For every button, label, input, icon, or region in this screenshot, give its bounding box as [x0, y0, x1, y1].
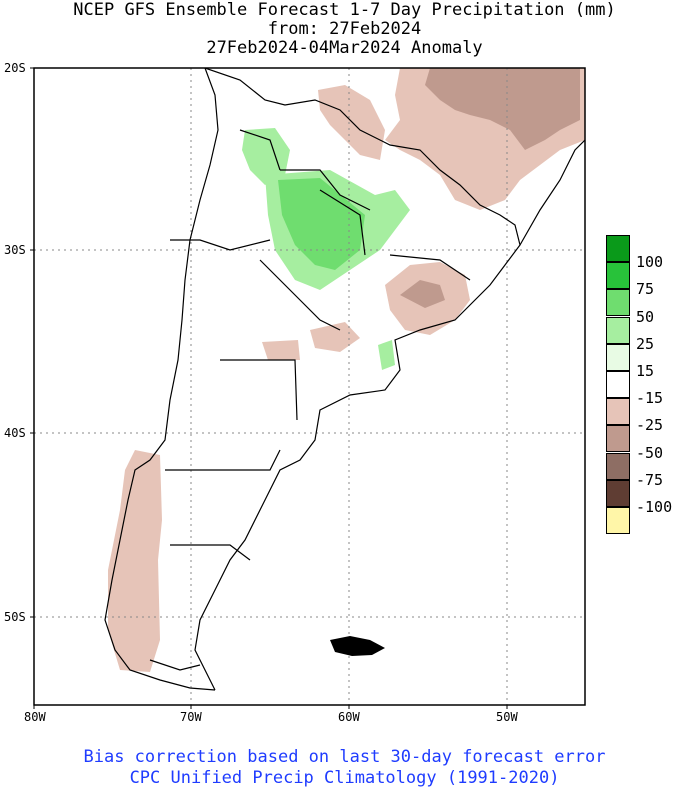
graticule: [34, 68, 585, 705]
legend-label: -25: [636, 416, 664, 435]
map-subtitle-period: 27Feb2024-04Mar2024 Anomaly: [206, 38, 483, 58]
wet-anomaly-rio-plata: [378, 340, 395, 370]
legend-label: -100: [636, 498, 673, 516]
legend-label: 50: [636, 307, 655, 326]
dry-anomaly-bolivia: [318, 85, 385, 160]
lat-label-40s: 40S: [4, 426, 26, 440]
coastlines-borders: [104, 68, 585, 691]
wet-anomaly-northwest: [242, 128, 290, 185]
legend-label: 75: [636, 280, 655, 299]
falkland-islands: [330, 636, 385, 656]
legend-label: 25: [636, 334, 655, 353]
legend-label: -75: [636, 470, 664, 489]
lon-label-70w: 70W: [180, 710, 202, 724]
legend-swatch: [606, 343, 630, 371]
legend-swatch: [606, 289, 630, 317]
lon-label-80w: 80W: [24, 710, 46, 724]
legend-swatch: [606, 425, 630, 453]
map-title: NCEP GFS Ensemble Forecast 1-7 Day Preci…: [73, 0, 616, 20]
dry-anomaly-uruguay-core: [400, 280, 445, 308]
wet-anomaly-chaco-core: [278, 178, 365, 270]
lat-label-50s: 50S: [4, 610, 26, 624]
footer-climatology-note: CPC Unified Precip Climatology (1991-202…: [129, 768, 560, 788]
dry-anomaly-brazil-core: [425, 68, 580, 150]
legend-swatch: [606, 398, 630, 426]
dry-anomaly-pampas: [262, 340, 300, 360]
axis-ticks: [30, 67, 508, 709]
legend-swatch: [606, 316, 630, 344]
lat-label-20s: 20S: [4, 61, 26, 75]
footer-bias-note: Bias correction based on last 30-day for…: [83, 747, 606, 767]
map-subtitle-date: from: 27Feb2024: [267, 19, 422, 39]
legend-swatch: [606, 507, 630, 534]
legend-label: 100: [636, 253, 664, 272]
dry-anomaly-buenos-aires: [310, 322, 360, 352]
legend-swatch: [606, 235, 630, 262]
legend-swatch: [606, 479, 630, 507]
legend-swatch: [606, 452, 630, 480]
map-frame: [33, 67, 586, 706]
lat-label-30s: 30S: [4, 243, 26, 257]
legend-label: -15: [636, 389, 664, 408]
legend-label: -50: [636, 443, 664, 462]
legend-label: 15: [636, 362, 655, 380]
lon-label-50w: 50W: [496, 710, 518, 724]
lon-label-60w: 60W: [338, 710, 360, 724]
legend-swatch: [606, 371, 630, 398]
legend-swatch: [606, 262, 630, 290]
